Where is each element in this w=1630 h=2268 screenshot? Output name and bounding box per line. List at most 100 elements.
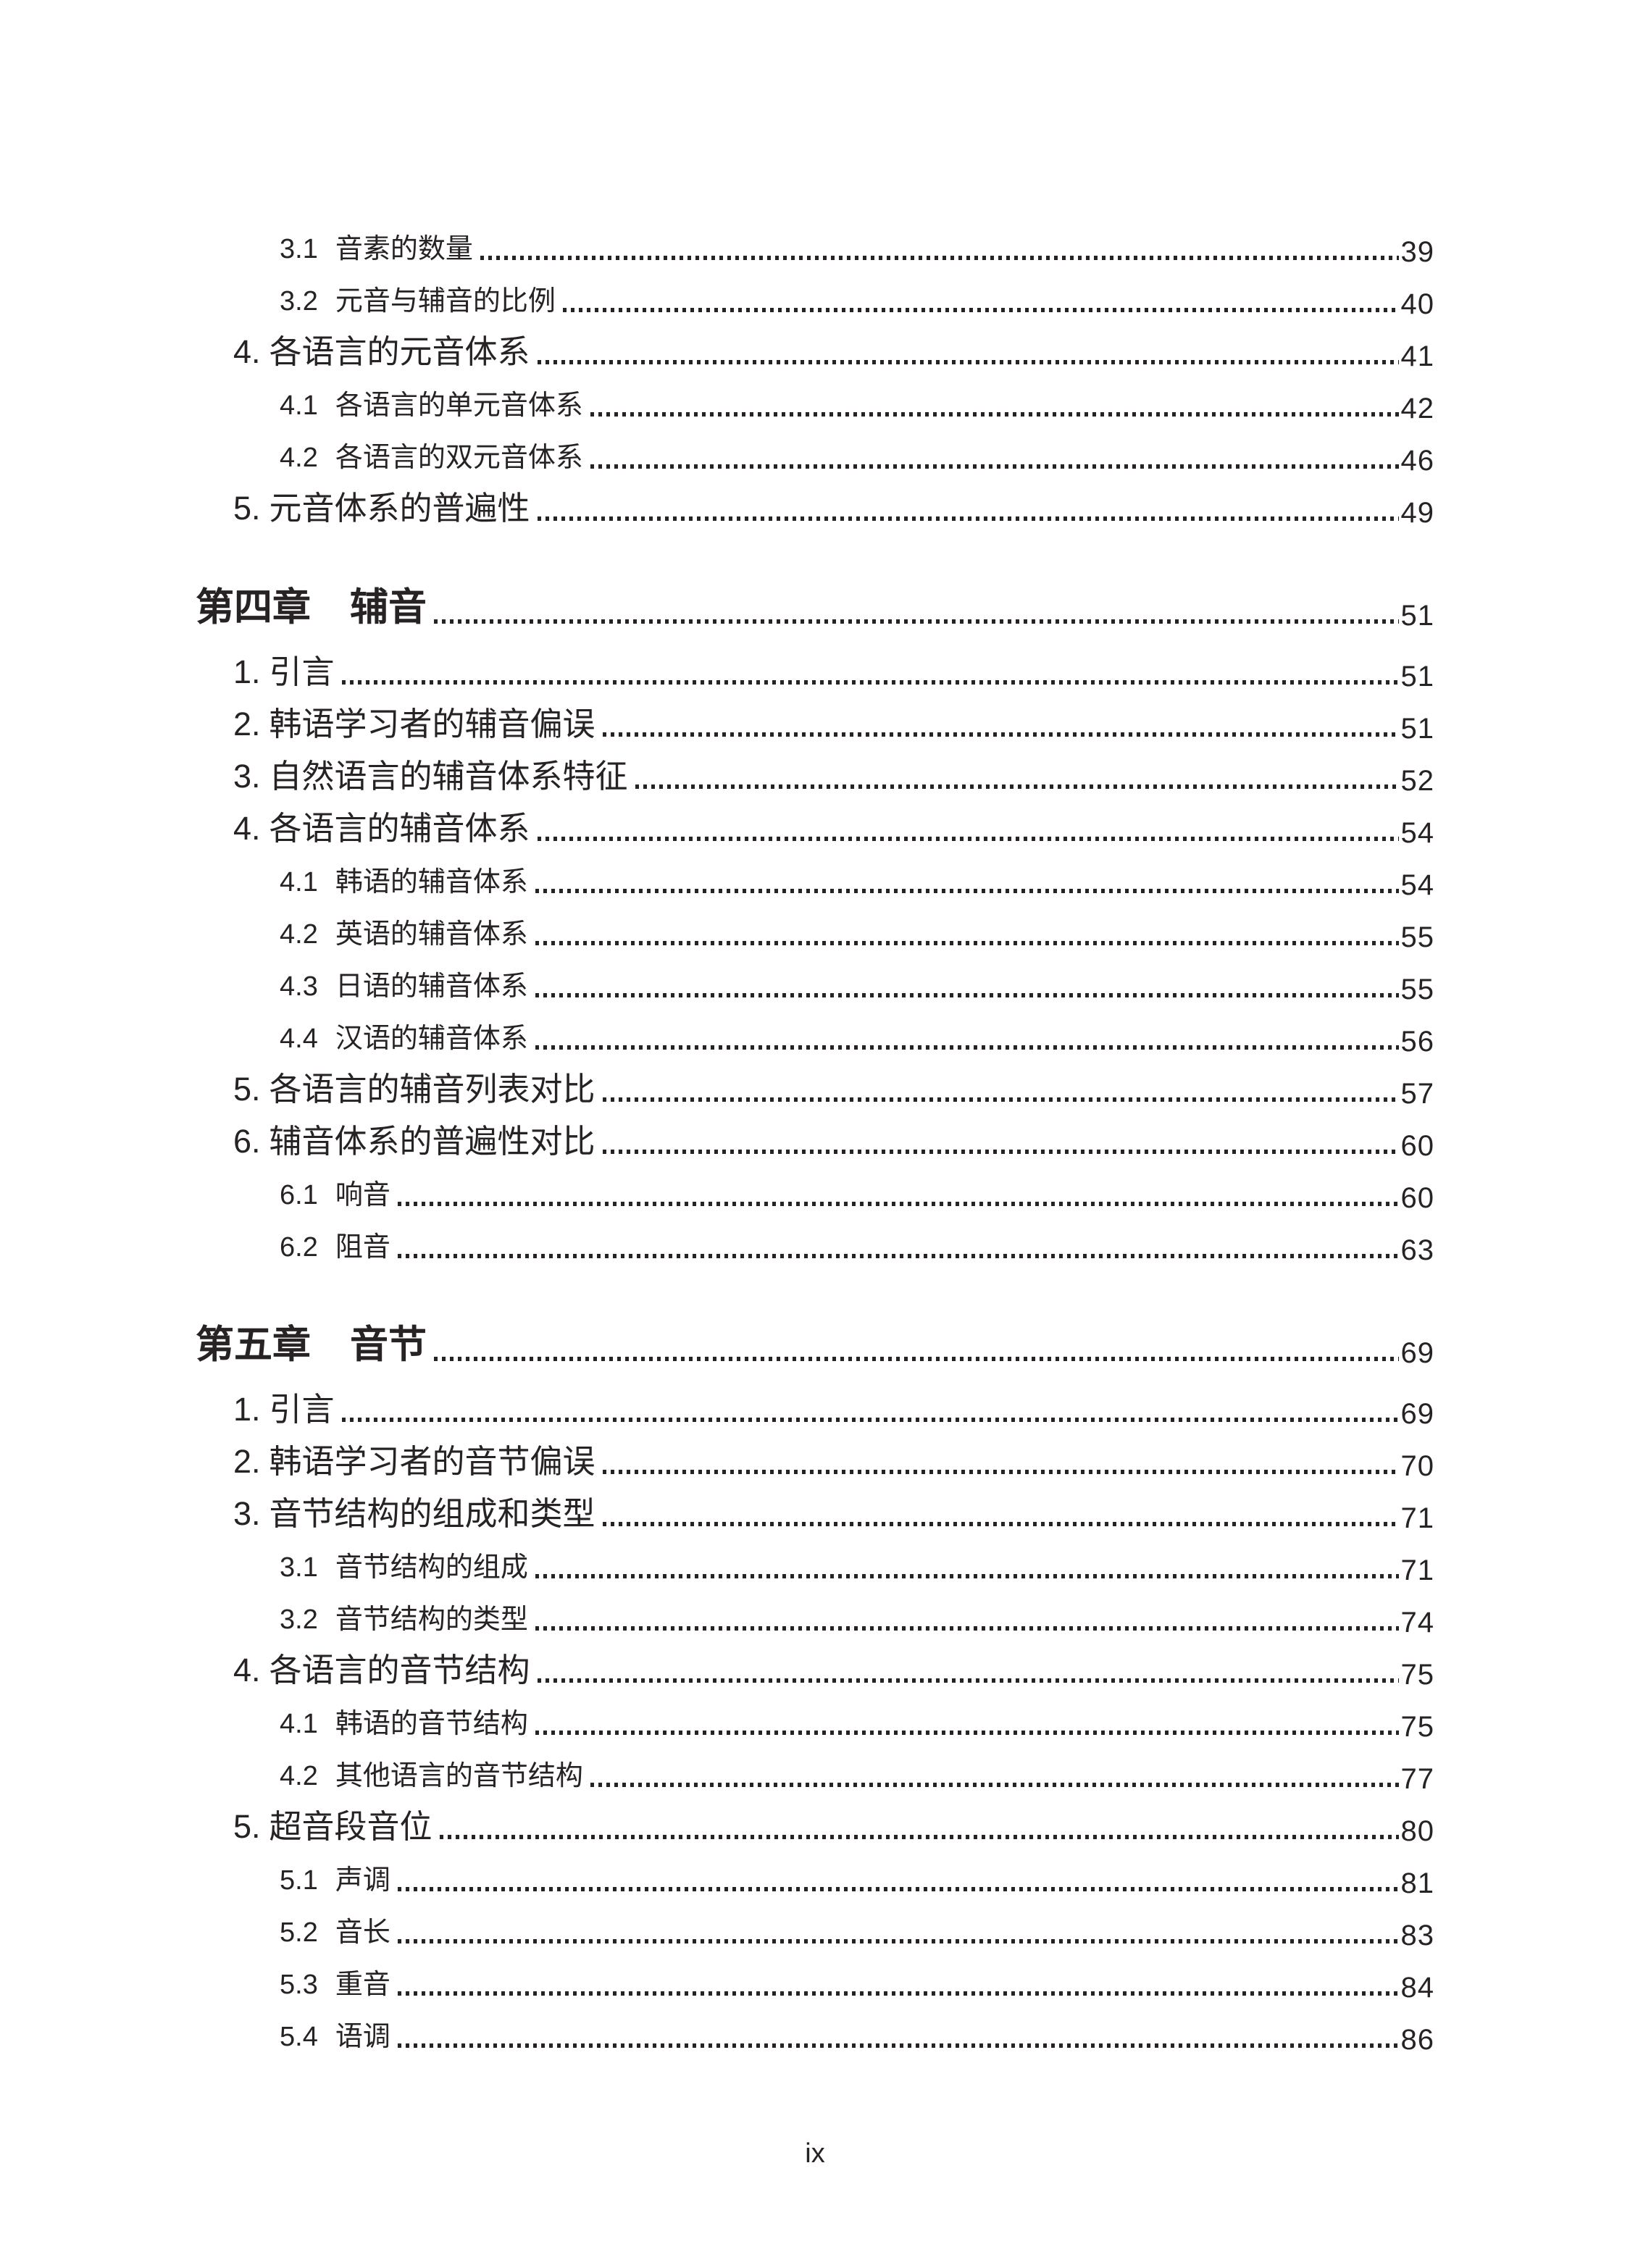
toc-entry: 3.2 元音与辅音的比例 40 (196, 269, 1434, 322)
leader-dots (397, 1991, 1399, 1996)
toc-entry-number: 3.1 (280, 1552, 318, 1583)
toc-page-number: 49 (1400, 497, 1434, 529)
leader-dots (535, 941, 1399, 945)
toc-entry: 6. 辅音体系的普遍性对比 60 (196, 1111, 1434, 1163)
toc-page-number: 60 (1400, 1182, 1434, 1214)
toc-entry: 5. 元音体系的普遍性 49 (196, 478, 1434, 530)
toc-entry: 4.2 英语的辅音体系 55 (196, 903, 1434, 955)
toc-entry: 4. 各语言的音节结构 75 (196, 1640, 1434, 1692)
leader-dots (590, 1783, 1399, 1787)
toc-entry-number: 3. (233, 757, 261, 795)
toc-entry-title: 各语言的辅音列表对比 (269, 1070, 595, 1108)
toc-entry-number: 5. (233, 489, 261, 527)
toc-entry: 5. 超音段音位 80 (196, 1796, 1434, 1849)
toc-entry: 4.1 韩语的音节结构 75 (196, 1692, 1434, 1744)
toc-page-number: 80 (1400, 1815, 1434, 1847)
toc-entry-title: 阻音 (335, 1232, 390, 1263)
leader-dots (397, 1254, 1399, 1258)
toc-page-number: 39 (1400, 236, 1434, 268)
toc-entry: 3. 音节结构的组成和类型 71 (196, 1484, 1434, 1536)
toc-entry: 4.1 各语言的单元音体系 42 (196, 374, 1434, 426)
toc-entry-number: 第四章 (196, 586, 311, 629)
toc-page-number: 69 (1400, 1337, 1434, 1369)
toc-entry-title: 各语言的双元音体系 (335, 443, 583, 474)
toc-page-number: 51 (1400, 661, 1434, 692)
toc-entry-title: 日语的辅音体系 (335, 971, 528, 1003)
toc-entry-number: 4.1 (280, 390, 318, 422)
toc-page-number: 46 (1400, 445, 1434, 477)
toc-entry-title: 语调 (335, 2022, 390, 2053)
toc-entry-number: 4.2 (280, 1761, 318, 1792)
leader-dots (590, 464, 1399, 469)
toc-page-number: 54 (1400, 817, 1434, 849)
toc-entry: 4.2 各语言的双元音体系 46 (196, 426, 1434, 478)
table-of-contents: 3.1 音素的数量 39 3.2 元音与辅音的比例 40 4. 各语言的元音体系… (196, 217, 1434, 2057)
leader-dots (397, 1202, 1399, 1206)
toc-entry: 5.2 音长 83 (196, 1901, 1434, 1953)
leader-dots (537, 360, 1399, 364)
leader-dots (397, 1939, 1399, 1943)
leader-dots (434, 1357, 1399, 1361)
toc-entry-title: 韩语的辅音体系 (335, 867, 528, 898)
toc-page-number: 70 (1400, 1450, 1434, 1482)
toc-page-number: 52 (1400, 765, 1434, 797)
toc-page-number: 40 (1400, 288, 1434, 320)
toc-page-number: 42 (1400, 393, 1434, 424)
leader-dots (535, 1045, 1399, 1050)
leader-dots (341, 1418, 1399, 1422)
toc-entry-title: 音节 (350, 1323, 427, 1366)
leader-dots (602, 732, 1399, 737)
toc-entry-number: 4.2 (280, 443, 318, 474)
leader-dots (535, 993, 1399, 997)
toc-page-number: 63 (1400, 1234, 1434, 1266)
leader-dots (537, 837, 1399, 841)
toc-entry: 3.1 音素的数量 39 (196, 217, 1434, 269)
toc-entry-number: 5. (233, 1070, 261, 1108)
toc-entry-number: 5. (233, 1807, 261, 1845)
toc-page-number: 69 (1400, 1398, 1434, 1430)
leader-dots (535, 889, 1399, 893)
toc-entry-title: 引言 (269, 1390, 335, 1428)
toc-chapter-heading: 第五章 音节 69 (196, 1304, 1434, 1371)
leader-dots (341, 680, 1399, 685)
toc-page-number: 55 (1400, 974, 1434, 1005)
toc-entry-title: 英语的辅音体系 (335, 919, 528, 950)
toc-entry-title: 音长 (335, 1917, 390, 1949)
toc-entry-number: 1. (233, 1390, 261, 1428)
toc-entry: 6.1 响音 60 (196, 1163, 1434, 1215)
toc-page-number: 75 (1400, 1711, 1434, 1743)
toc-chapter-heading: 第四章 辅音 51 (196, 566, 1434, 633)
page-number-footer: ix (805, 2138, 825, 2169)
toc-page-number: 83 (1400, 1920, 1434, 1951)
toc-page-number: 81 (1400, 1867, 1434, 1899)
toc-page-number: 57 (1400, 1078, 1434, 1110)
toc-page-number: 84 (1400, 1972, 1434, 2004)
toc-entry: 3. 自然语言的辅音体系特征 52 (196, 746, 1434, 798)
toc-entry: 4. 各语言的元音体系 41 (196, 322, 1434, 374)
toc-entry-title: 汉语的辅音体系 (335, 1024, 528, 1055)
toc-page-number: 86 (1400, 2024, 1434, 2056)
leader-dots (602, 1150, 1399, 1154)
leader-dots (397, 1887, 1399, 1891)
toc-page-number: 75 (1400, 1659, 1434, 1691)
toc-entry-title: 韩语的音节结构 (335, 1709, 528, 1740)
toc-entry: 4.2 其他语言的音节结构 77 (196, 1744, 1434, 1796)
leader-dots (635, 784, 1399, 789)
leader-dots (602, 1522, 1399, 1526)
toc-entry: 2. 韩语学习者的辅音偏误 51 (196, 694, 1434, 746)
toc-entry-title: 自然语言的辅音体系特征 (269, 757, 628, 795)
toc-entry-number: 3.1 (280, 234, 318, 265)
toc-entry: 4.4 汉语的辅音体系 56 (196, 1007, 1434, 1059)
toc-entry-title: 音节结构的组成 (335, 1552, 528, 1583)
toc-entry-title: 响音 (335, 1180, 390, 1211)
toc-entry-title: 音节结构的类型 (335, 1604, 528, 1636)
toc-entry-title: 声调 (335, 1865, 390, 1896)
toc-entry-number: 4.2 (280, 919, 318, 950)
toc-entry-title: 各语言的辅音体系 (269, 809, 530, 847)
toc-page-number: 51 (1400, 713, 1434, 745)
toc-page-number: 77 (1400, 1763, 1434, 1795)
toc-page-number: 54 (1400, 869, 1434, 901)
toc-entry-title: 辅音体系的普遍性对比 (269, 1122, 595, 1160)
leader-dots (590, 412, 1399, 417)
toc-entry: 5.1 声调 81 (196, 1849, 1434, 1901)
